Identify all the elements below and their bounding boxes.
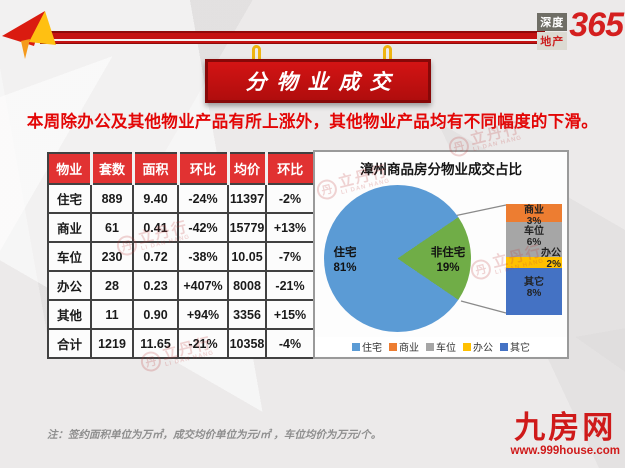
table-cell: +94%	[177, 299, 229, 330]
table-cell: 车位	[47, 241, 92, 272]
table-cell: +13%	[265, 212, 315, 243]
page-title: 分物业成交	[245, 69, 401, 94]
table-row: 车位 230 0.72 -38% 10.05 -7%	[47, 241, 315, 272]
paper-plane-icon	[2, 11, 56, 59]
breakdown-bar-wrap: 商业 3% 车位 6% 办公 2% 其它 8%	[506, 204, 562, 315]
table-cell: 230	[90, 241, 134, 272]
brand-line2: 地产	[537, 32, 568, 50]
pie-chart	[324, 185, 471, 332]
table-cell: 15779	[227, 212, 267, 243]
chart-legend: 住宅 商业 车位 办公 其它	[315, 337, 567, 356]
headline-text: 本周除办公及其他物业产品有所上涨外，其他物业产品均有不同幅度的下滑。	[26, 113, 599, 131]
table-cell: -4%	[265, 328, 315, 359]
legend-item: 住宅	[352, 339, 382, 354]
table-row: 合计 1219 11.65 -21% 10358 -4%	[47, 328, 315, 359]
table-column-header: 套数	[89, 152, 133, 185]
table-header: 物业 套数 面积 环比 均价 环比	[47, 152, 315, 185]
table-cell: 11.65	[132, 328, 179, 359]
legend-swatch-icon	[426, 342, 434, 351]
table-cell: 合计	[47, 328, 92, 359]
table-column-header: 均价	[226, 152, 266, 185]
table-cell: 0.72	[132, 241, 179, 272]
table-cell: 11397	[227, 183, 267, 214]
table-cell: 889	[90, 183, 134, 214]
chart-panel: 漳州商品房分物业成交占比 住宅 81% 非住宅 19% 商业 3% 车位 6% 办公 2% 其它…	[313, 150, 569, 359]
bar-segment-label: 其它 8%	[524, 277, 544, 299]
table-row: 办公 28 0.23 +407% 8008 -21%	[47, 270, 315, 301]
breakdown-bar	[506, 204, 562, 315]
legend-item: 办公	[463, 339, 493, 354]
bar-segment-label: 车位 6%	[524, 226, 544, 248]
site-name: 九房网	[514, 410, 617, 446]
table-cell: 商业	[47, 212, 92, 243]
table-cell: 办公	[47, 270, 92, 301]
legend-item: 车位	[426, 339, 456, 354]
table-column-header: 环比	[176, 152, 228, 185]
table-cell: -7%	[265, 241, 315, 272]
pie-label-residential: 住宅 81%	[333, 247, 357, 274]
footnote: 注：签约面积单位为万㎡，成交均价单位为元/㎡ ，车位均价为万元/个。	[47, 429, 382, 441]
legend-swatch-icon	[463, 342, 471, 351]
bar-segment	[506, 256, 562, 269]
table-column-header: 物业	[47, 152, 91, 185]
table-cell: 0.41	[132, 212, 179, 243]
table-cell: 住宅	[47, 183, 92, 214]
brand-logo: 深度 地产 365	[537, 6, 624, 50]
legend-swatch-icon	[500, 342, 508, 351]
pie-label-nonresidential: 非住宅 19%	[430, 247, 466, 274]
brand-logo-boxes: 深度 地产	[537, 13, 568, 50]
bar-segment	[506, 268, 562, 315]
legend-swatch-icon	[352, 342, 360, 351]
chart-title: 漳州商品房分物业成交占比	[360, 162, 522, 177]
table-cell: -21%	[265, 270, 315, 301]
table-cell: -21%	[177, 328, 229, 359]
data-table: 物业 套数 面积 环比 均价 环比 住宅 889 9.40 -24% 11397 -2% 商业 61 0.…	[47, 152, 315, 359]
table-row: 商业 61 0.41 -42% 15779 +13%	[47, 212, 315, 243]
table-cell: 其他	[47, 299, 92, 330]
table-body: 住宅 889 9.40 -24% 11397 -2% 商业 61 0.41 -42% 15779 +1…	[47, 183, 315, 359]
table-cell: 10.05	[227, 241, 267, 272]
table-cell: +15%	[265, 299, 315, 330]
table-cell: 8008	[227, 270, 267, 301]
section-title-banner: 分物业成交	[205, 59, 431, 103]
legend-label: 车位	[436, 343, 456, 354]
site-url: www.999house.com	[510, 445, 621, 457]
table-cell: -38%	[177, 241, 229, 272]
table-cell: 10358	[227, 328, 267, 359]
table-cell: +407%	[177, 270, 229, 301]
legend-label: 办公	[473, 343, 493, 354]
legend-label: 其它	[510, 343, 530, 354]
table-cell: 11	[90, 299, 134, 330]
bar-segment	[506, 204, 562, 222]
table-column-header: 环比	[264, 152, 315, 185]
table-cell: -24%	[177, 183, 229, 214]
table-column-header: 面积	[131, 152, 178, 185]
legend-swatch-icon	[389, 342, 397, 351]
table-cell: 61	[90, 212, 134, 243]
bar-segment	[506, 221, 562, 257]
table-cell: 1219	[90, 328, 134, 359]
table-cell: 0.90	[132, 299, 179, 330]
legend-label: 商业	[399, 343, 419, 354]
legend-item: 商业	[389, 339, 419, 354]
top-ribbon-bar	[40, 31, 545, 44]
pie-connector-lines	[453, 204, 507, 314]
table-row: 其他 11 0.90 +94% 3356 +15%	[47, 299, 315, 330]
legend-item: 其它	[500, 339, 530, 354]
bar-segment-label: 商业 3%	[524, 205, 544, 227]
site-logo: 九房网 www.999house.com	[510, 410, 621, 458]
table-cell: 3356	[227, 299, 267, 330]
table-cell: -42%	[177, 212, 229, 243]
legend-label: 住宅	[362, 343, 382, 354]
brand-line1: 深度	[537, 13, 568, 31]
bar-segment-label: 办公 2%	[541, 248, 561, 270]
table-cell: 0.23	[132, 270, 179, 301]
table-cell: -2%	[265, 183, 315, 214]
brand-number: 365	[569, 6, 624, 44]
table-row: 住宅 889 9.40 -24% 11397 -2%	[47, 183, 315, 214]
table-cell: 9.40	[132, 183, 179, 214]
table-cell: 28	[90, 270, 134, 301]
